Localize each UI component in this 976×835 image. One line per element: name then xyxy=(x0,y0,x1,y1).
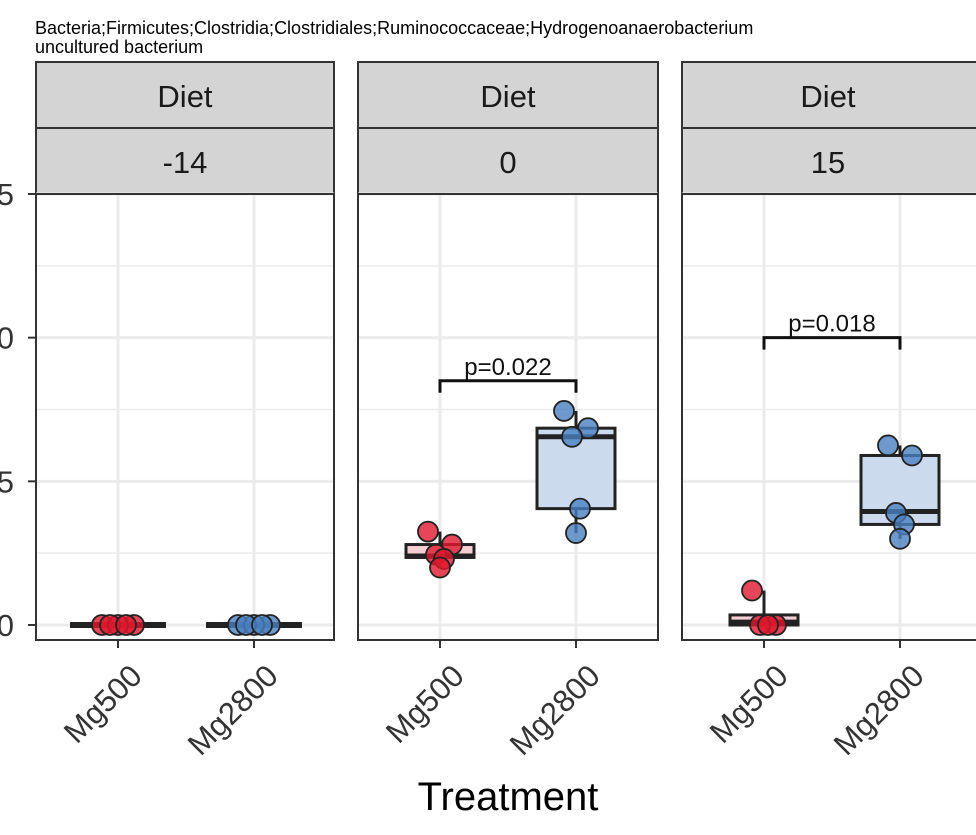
p-value-label: p=0.022 xyxy=(464,354,551,381)
data-point xyxy=(553,400,575,422)
significance-bracket xyxy=(762,336,902,350)
y-tick-label: 5 xyxy=(0,464,14,499)
data-point xyxy=(757,614,779,636)
chart-title-line1: Bacteria;Firmicutes;Clostridia;Clostridi… xyxy=(35,18,753,38)
facet-panels: Diet -14 Mg500 Mg2800 Diet 0 p=0.022 Mg500 Mg280… xyxy=(35,61,976,762)
data-point xyxy=(417,520,439,543)
x-tick-label: Mg500 xyxy=(703,658,795,750)
facet-strip-level xyxy=(681,127,976,195)
panel-background xyxy=(682,194,976,640)
y-tick-label: 5 xyxy=(0,177,14,212)
x-tick-label: Mg500 xyxy=(57,658,149,750)
x-tick-label: Mg2800 xyxy=(827,658,931,762)
y-tick-label: 0 xyxy=(0,608,14,643)
data-point xyxy=(429,556,451,579)
data-point xyxy=(889,527,911,550)
p-value-label: p=0.018 xyxy=(788,311,875,338)
facet-strip-header xyxy=(357,61,659,129)
facet-strip-level xyxy=(357,127,659,195)
data-point xyxy=(901,444,923,467)
data-point xyxy=(741,579,763,602)
data-point xyxy=(569,497,591,520)
facet-panel: Diet 15 p=0.018 Mg500 Mg2800 xyxy=(681,61,976,762)
panel-border xyxy=(357,193,659,641)
significance-bracket xyxy=(438,379,578,393)
x-tick-label: Mg2800 xyxy=(181,658,285,762)
facet-header-label: Diet xyxy=(157,79,213,114)
x-axis-title: Treatment xyxy=(418,775,599,819)
facet-panel: Diet 0 p=0.022 Mg500 Mg2800 xyxy=(357,61,659,762)
facet-strip-header xyxy=(35,61,335,129)
facet-level-label: 15 xyxy=(811,145,845,180)
data-point xyxy=(251,614,273,636)
data-point xyxy=(565,522,587,544)
panel-border xyxy=(681,193,976,641)
facet-level-label: -14 xyxy=(163,145,208,180)
facet-panel: Diet -14 Mg500 Mg2800 xyxy=(35,61,335,762)
data-point xyxy=(877,434,899,457)
data-point xyxy=(115,614,137,636)
x-tick-label: Mg2800 xyxy=(503,658,607,762)
panel-border xyxy=(35,193,335,641)
facet-header-label: Diet xyxy=(480,79,536,114)
chart-title-line2: uncultured bacterium xyxy=(35,37,203,57)
facet-level-label: 0 xyxy=(499,145,516,180)
facet-header-label: Diet xyxy=(800,79,856,114)
panel-background xyxy=(36,194,334,640)
x-tick-label: Mg500 xyxy=(379,658,471,750)
panel-background xyxy=(358,194,658,640)
y-tick-label: 0 xyxy=(0,321,14,356)
y-axis-ticks: 0 5 0 5 xyxy=(0,177,36,643)
data-point xyxy=(561,425,583,448)
